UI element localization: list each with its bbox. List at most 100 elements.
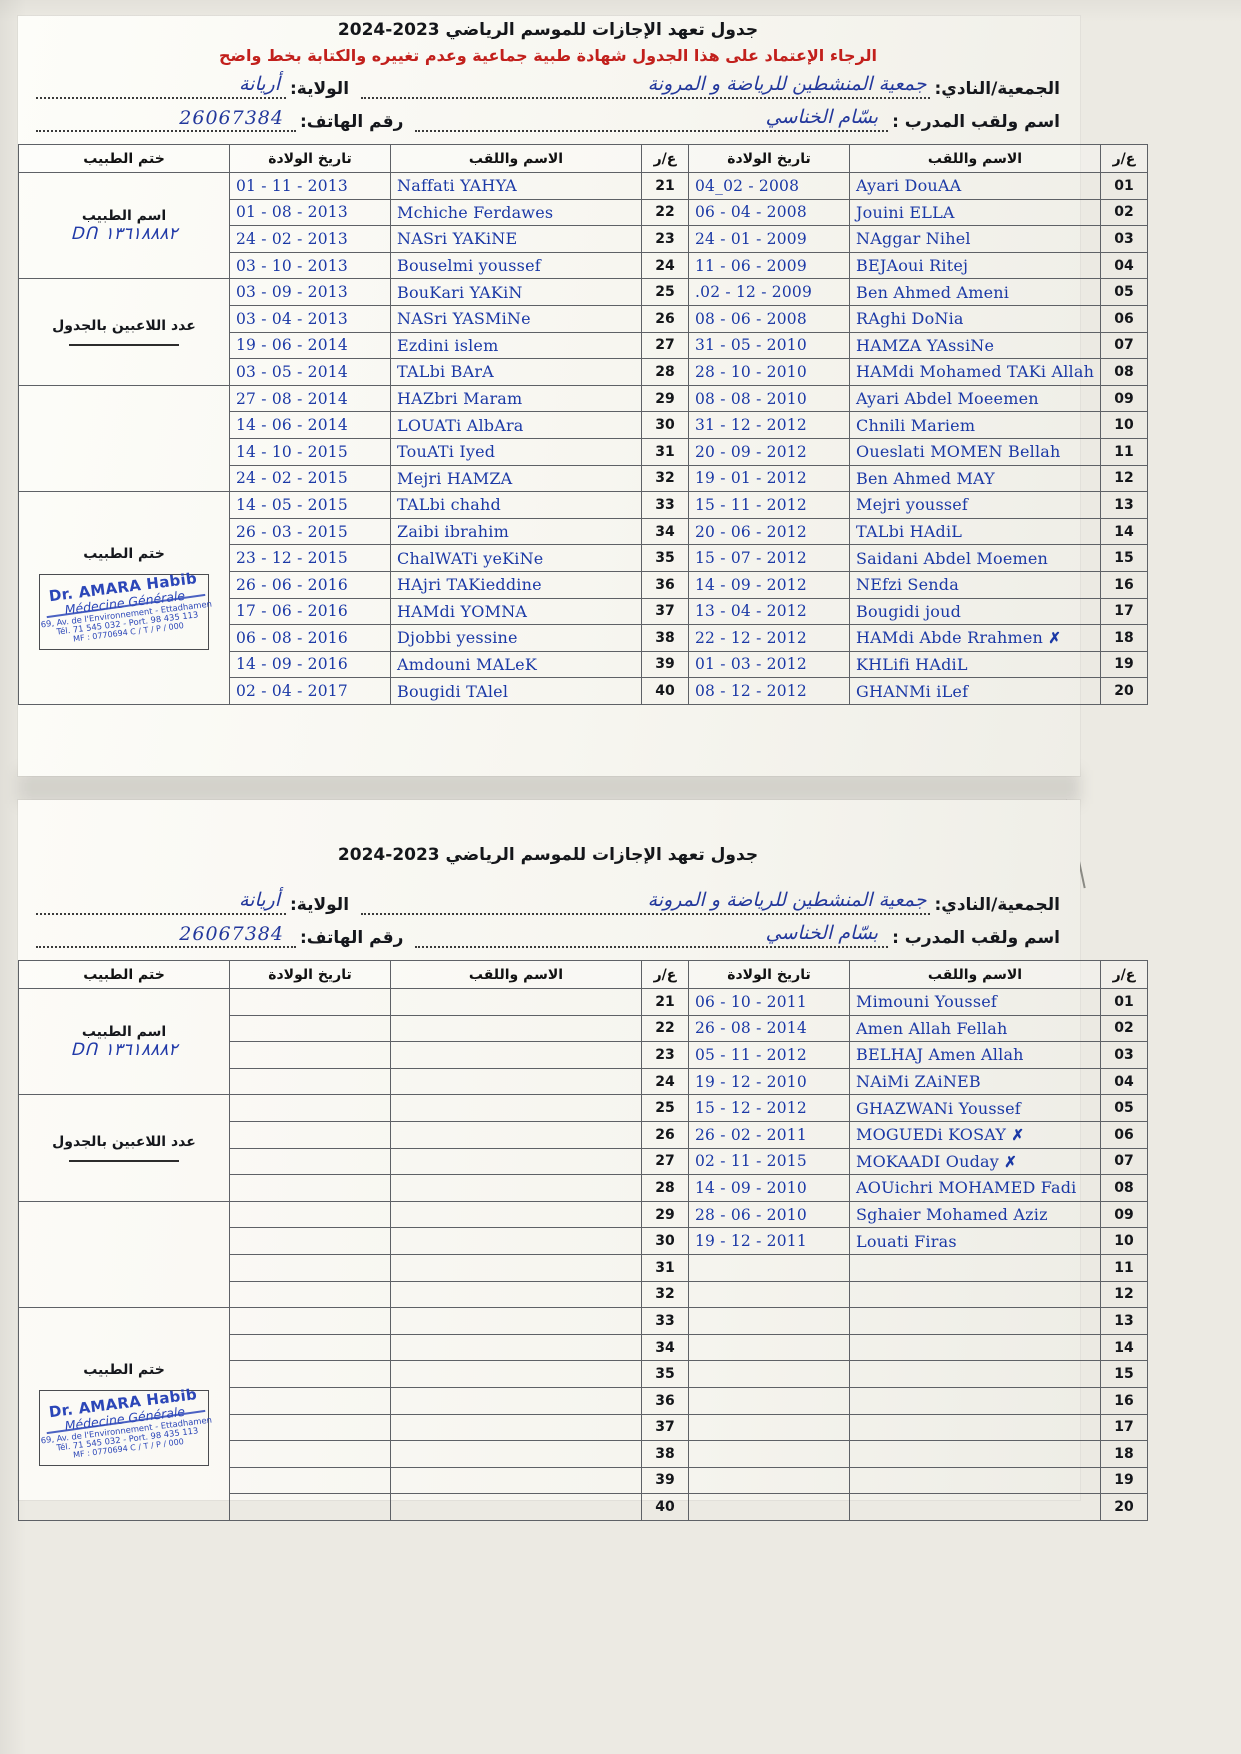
cell-num-right: 03 — [1100, 1041, 1148, 1069]
header-name-right: الاسم واللقب — [849, 960, 1101, 989]
association-label: الجمعية/النادي: — [934, 79, 1060, 99]
phone-value-line[interactable]: 26067384 — [36, 107, 296, 132]
cell-num-left: 23 — [641, 1041, 689, 1069]
cell-num-left: 32 — [641, 1280, 689, 1309]
page2-coach-label: اسم ولقب المدرب : — [892, 928, 1060, 948]
doctor-stamp-panel: اسم الطبيب ᗞᑎ ١٣٦١٨٨٨٢ — [18, 987, 230, 1096]
cell-num-right: 18 — [1100, 624, 1148, 652]
table-row: 27 - 08 - 2014 HAZbri Maram 29 08 - 08 - 20… — [18, 384, 1148, 493]
cell-name-right: Ben Ahmed Ameni — [856, 282, 1010, 302]
cell-birthdate-right: 08 - 12 - 2012 — [695, 682, 807, 701]
table-header-row: ختم الطبيب تاريخ الولادة الاسم واللقب ع/… — [18, 960, 1148, 989]
cell-num-right: 04 — [1100, 1067, 1148, 1096]
cell-num-right: 06 — [1100, 304, 1148, 333]
cell-name-left: HAjri TAKieddine — [397, 575, 542, 595]
cell-num-left: 21 — [641, 172, 689, 200]
cell-name-left: Naffati YAHYA — [397, 176, 517, 196]
cell-birthdate-right: 19 - 12 - 2011 — [695, 1232, 807, 1251]
table-row: 22 26 - 08 - 2014 Amen Allah Fellah 02 — [19, 1014, 1148, 1043]
header-birthdate-right: تاريخ الولادة — [688, 144, 850, 173]
cell-num-right: 07 — [1100, 1147, 1148, 1176]
page2-wilaya-value-line[interactable]: أريانة — [36, 889, 286, 915]
cell-num-left: 30 — [641, 411, 689, 439]
player-count-label: عدد اللاعبين بالجدول — [52, 318, 196, 335]
table-row: 03 - 10 - 2013 Bouselmi youssef 24 11 - 06 … — [19, 251, 1148, 280]
table-row: 30 19 - 12 - 2011 Louati Firas 10 — [19, 1227, 1148, 1255]
cell-num-left: 37 — [641, 1413, 689, 1442]
cell-birthdate-right: 22 - 12 - 2012 — [695, 628, 807, 647]
cell-name-right: GHANMi iLef — [856, 681, 969, 701]
table-row: 24 - 02 - 2015 Mejri HAMZA 32 19 - 01 - 201… — [19, 464, 1148, 493]
cell-name-left: Zaibi ibrahim — [397, 522, 509, 542]
cell-num-left: 40 — [641, 1493, 689, 1521]
doctor-stamp-panel — [18, 1200, 230, 1309]
table-row: 27 02 - 11 - 2015 MOKAADI Ouday ✗ 07 — [19, 1147, 1148, 1176]
cell-name-left: Bouselmi youssef — [397, 256, 541, 276]
player-count-rule — [69, 1160, 179, 1163]
cell-num-left: 31 — [641, 437, 689, 466]
cell-num-right: 02 — [1100, 1014, 1148, 1043]
doctor-name-label: اسم الطبيب — [81, 1023, 167, 1040]
cell-birthdate-right: 28 - 06 - 2010 — [695, 1205, 807, 1224]
cell-num-right: 17 — [1100, 597, 1148, 626]
page2-association-field-row: الجمعية/النادي: جمعية المنشطين للرياضة و… — [18, 889, 1078, 915]
cell-num-right: 16 — [1100, 570, 1148, 599]
doctor-stamp-panel — [18, 384, 230, 493]
cell-num-left: 38 — [641, 624, 689, 652]
stamp-line-1: Dr. AMARA Habib — [47, 569, 198, 606]
cell-birthdate-right: 14 - 09 - 2010 — [695, 1178, 807, 1197]
cell-num-left: 27 — [641, 331, 689, 360]
cell-name-right: NAiMi ZAiNEB — [856, 1072, 981, 1092]
cell-name-right: NEfzi Senda — [856, 575, 959, 595]
cell-birthdate-left: 24 - 02 - 2015 — [236, 469, 348, 488]
table-row: 36 16 — [19, 1386, 1148, 1415]
table-row: 29 28 - 06 - 2010 Sghaier Mohamed Aziz 09 — [18, 1200, 1148, 1309]
cell-birthdate-left: 17 - 06 - 2016 — [236, 602, 348, 621]
cell-birthdate-right: 06 - 10 - 2011 — [695, 992, 807, 1011]
cell-name-left: BouKari YAKiN — [397, 282, 523, 302]
cell-birthdate-right: 15 - 11 - 2012 — [695, 495, 807, 514]
stamp-strikethrough — [46, 593, 206, 619]
cell-name-right: Ayari DouAA — [856, 176, 962, 196]
cell-name-left: TALbi chahd — [397, 495, 501, 515]
table-row: عدد اللاعبين بالجدول 03 - 09 - 2013 BouKar… — [18, 278, 1148, 386]
page-subtitle-notice: الرجاء الإعتماد على هذا الجدول شهادة طبي… — [218, 46, 878, 65]
cell-num-right: 01 — [1100, 988, 1148, 1016]
cell-birthdate-left: 02 - 04 - 2017 — [236, 682, 348, 701]
doctor-stamp-panel: عدد اللاعبين بالجدول — [18, 1094, 230, 1202]
cell-name-left: ChalWATi yeKiNe — [397, 548, 544, 568]
page2-association-value-line[interactable]: جمعية المنشطين للرياضة و المرونة — [361, 889, 931, 915]
cell-birthdate-right: 19 - 12 - 2010 — [695, 1072, 807, 1091]
cell-num-right: 08 — [1100, 1174, 1148, 1202]
cell-birthdate-right: 13 - 04 - 2012 — [695, 602, 807, 621]
cell-name-left: Bougidi TAlel — [397, 681, 509, 701]
page2-phone-value-line[interactable]: 26067384 — [36, 923, 296, 948]
cell-birthdate-right: 31 - 12 - 2012 — [695, 416, 807, 435]
cell-num-left: 32 — [641, 464, 689, 493]
cell-birthdate-left: 26 - 06 - 2016 — [236, 575, 348, 594]
cell-name-left: Ezdini islem — [397, 335, 499, 355]
phone-label: رقم الهاتف: — [300, 112, 404, 132]
cell-name-left: TouATi Iyed — [397, 442, 496, 462]
cell-num-left: 39 — [641, 650, 689, 679]
doctor-signature: ᗞᑎ ١٣٦١٨٨٨٢ — [70, 1039, 178, 1060]
cell-name-left: HAMdi YOMNA — [397, 601, 528, 621]
association-value-line[interactable]: جمعية المنشطين للرياضة و المرونة — [361, 73, 931, 99]
wilaya-value-line[interactable]: أريانة — [36, 73, 286, 99]
page2-coach-value-line[interactable]: بسّام الخناسي — [415, 922, 889, 948]
cell-birthdate-left: 14 - 05 - 2015 — [236, 495, 348, 514]
cell-num-left: 34 — [641, 517, 689, 546]
table-row: 28 14 - 09 - 2010 AOUichri MOHAMED Fadi 08 — [19, 1174, 1148, 1202]
table-row: 32 12 — [19, 1280, 1148, 1309]
cell-birthdate-left: 24 - 02 - 2013 — [236, 229, 348, 248]
doctor-stamp-panel: عدد اللاعبين بالجدول — [18, 278, 230, 386]
table-row: اسم الطبيب ᗞᑎ ١٣٦١٨٨٨٢ 01 - 11 - 2013 Naffa… — [18, 171, 1148, 280]
table-row: 34 14 — [19, 1333, 1148, 1362]
table-row: 31 11 — [19, 1253, 1148, 1282]
coach-value-line[interactable]: بسّام الخناسي — [415, 106, 889, 132]
table-row: 26 - 06 - 2016 HAjri TAKieddine 36 14 - 09 … — [19, 570, 1148, 599]
cell-num-right: 20 — [1100, 677, 1148, 705]
cell-birthdate-right: 02 - 11 - 2015 — [695, 1152, 807, 1171]
cell-name-right: Bougidi joud — [856, 601, 962, 621]
header-birthdate-left: تاريخ الولادة — [229, 144, 391, 173]
